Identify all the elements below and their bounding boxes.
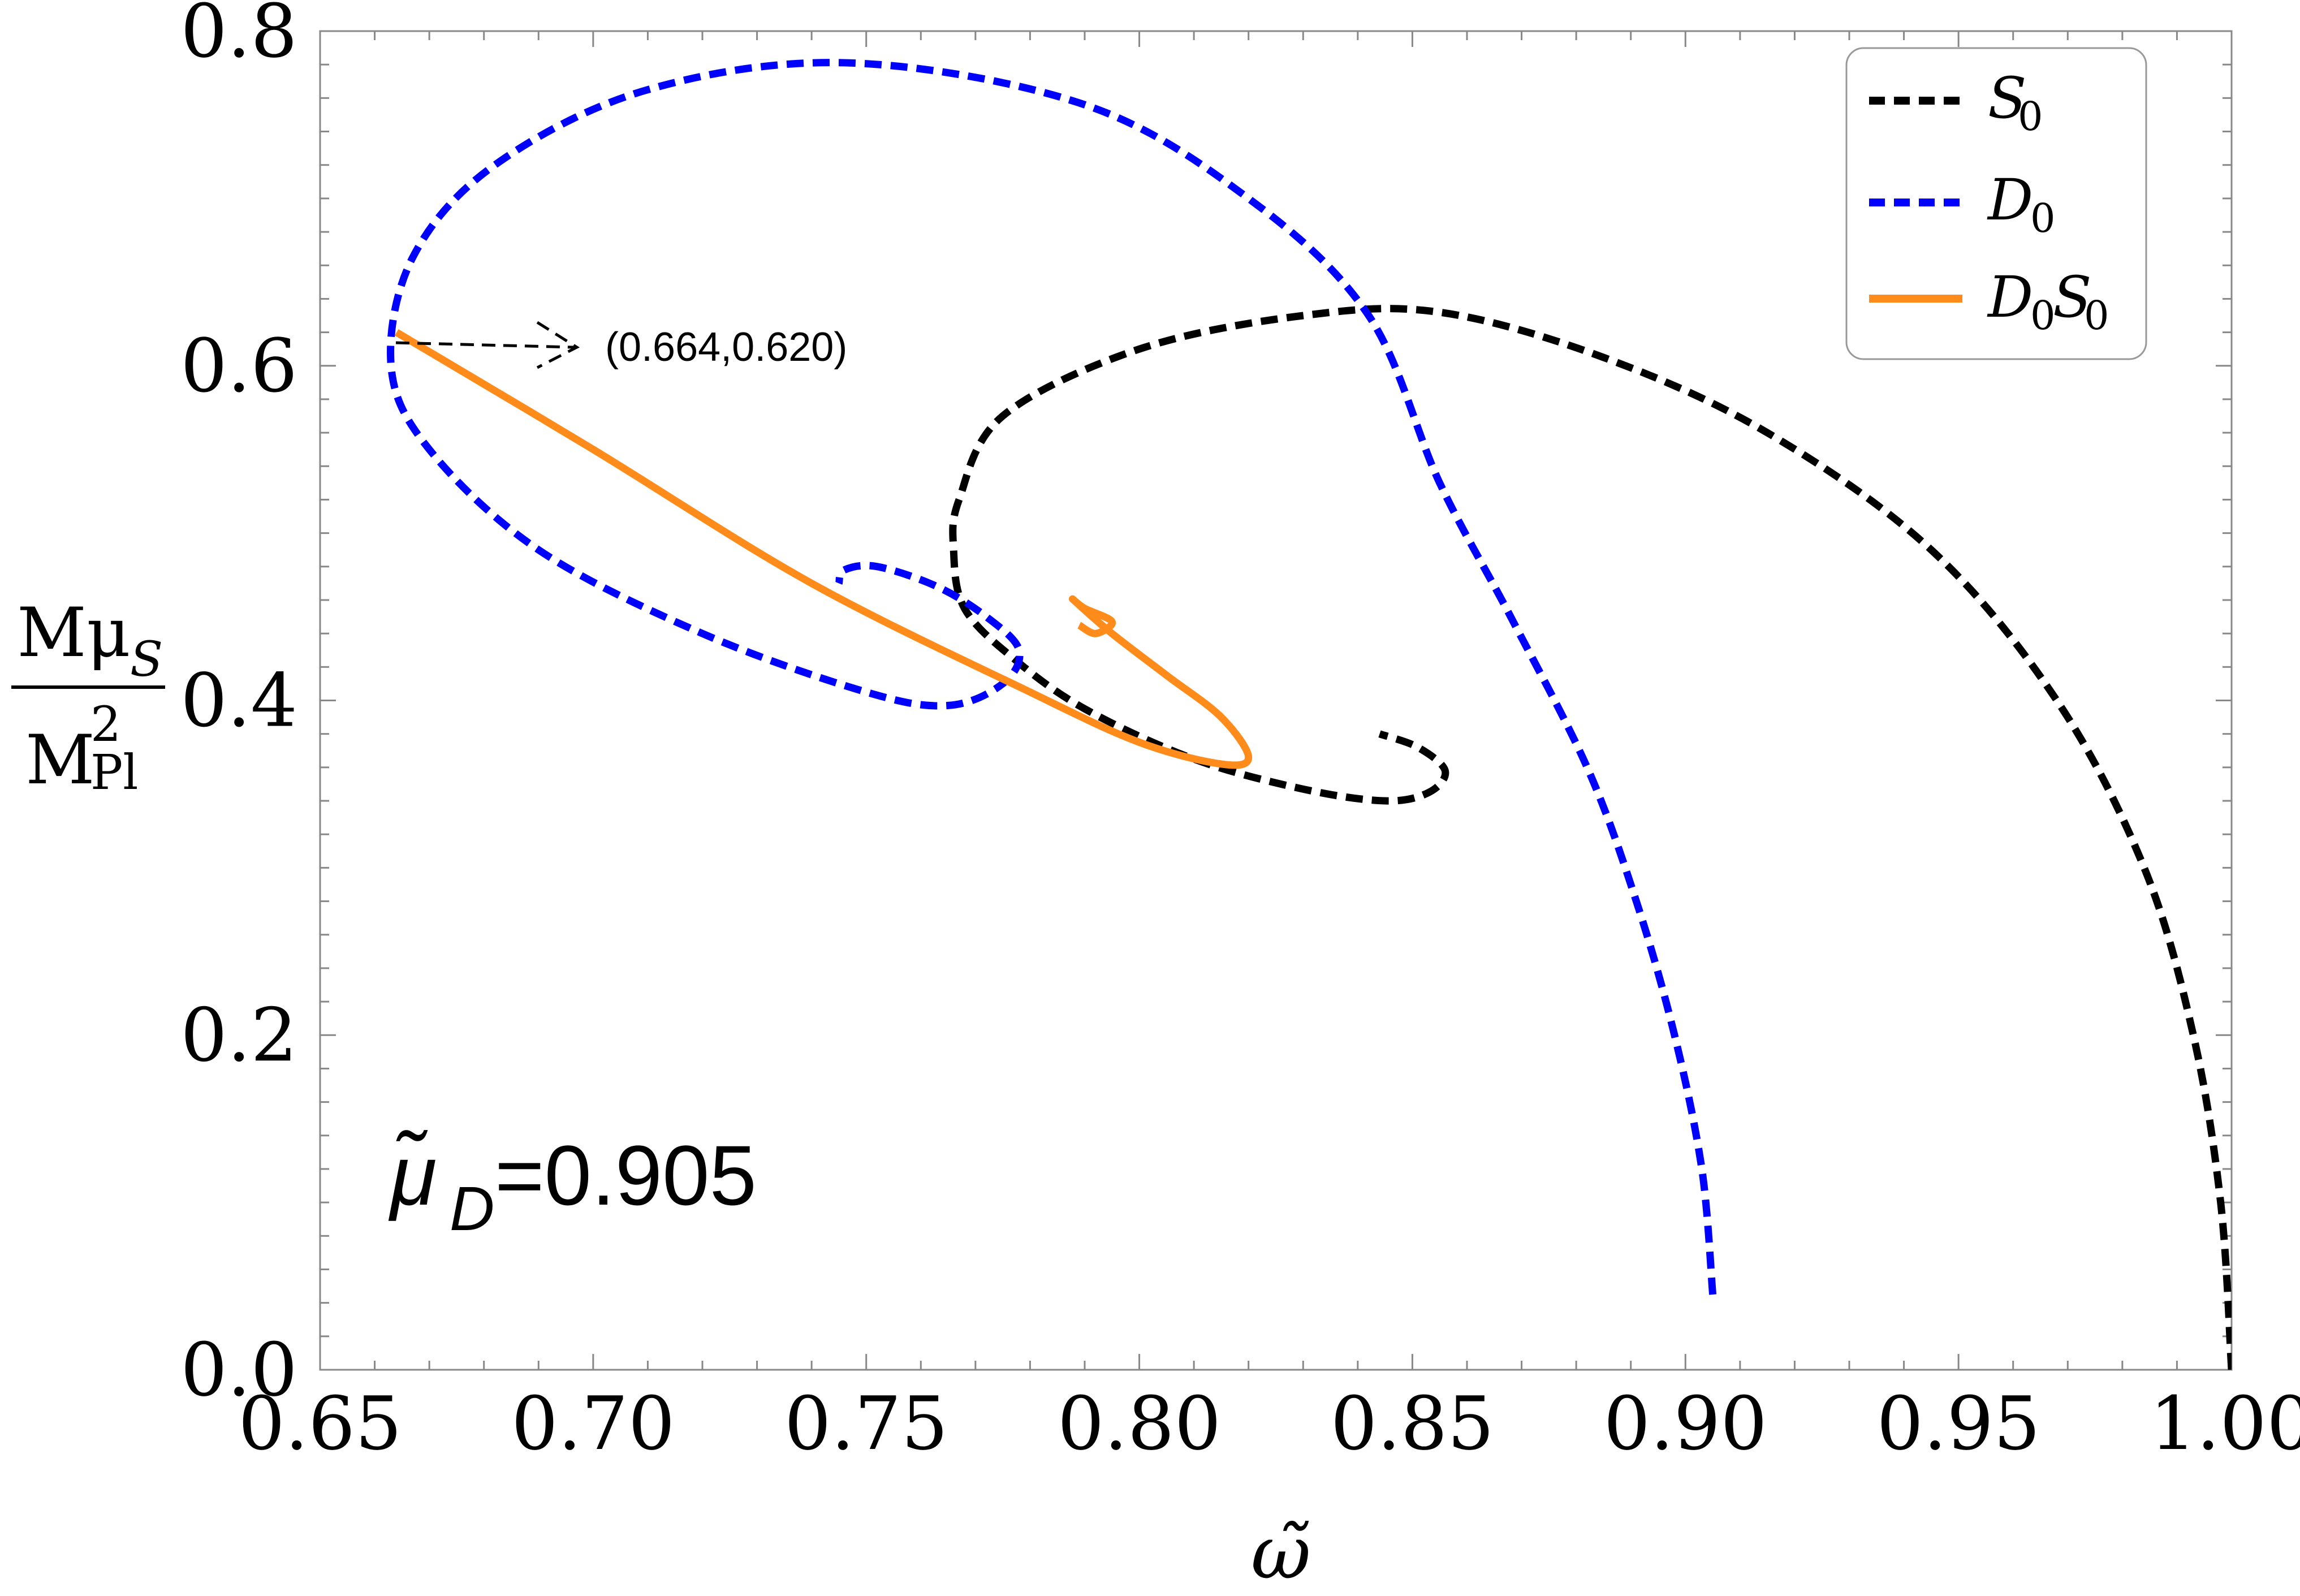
y-label-denominator: M: [25, 721, 95, 800]
legend-label-s0-sub: 0: [2018, 93, 2043, 140]
series-line-d0s0: [394, 329, 1253, 769]
x-tick-label: 1.00: [2150, 1381, 2300, 1466]
legend-label-d0s0: D: [1987, 264, 2033, 330]
legend-box: [1845, 47, 2147, 360]
y-tick-label: 0.4: [180, 658, 297, 744]
x-tick-label: 0.90: [1604, 1381, 1767, 1466]
y-label-denominator-sup: 2: [90, 697, 121, 753]
svg-text:ω̃: ω̃: [1251, 1509, 1311, 1593]
legend-label-d0s0-tail-sub: 0: [2084, 292, 2109, 339]
tick-labels: 0.65 0.70 0.75 0.80 0.85 0.90 0.95 1.000.00.20.…: [180, 0, 2300, 1466]
annotation-label: (0.664,0.620): [605, 325, 847, 370]
parameter-value: =0.905: [495, 1128, 757, 1223]
x-tick-label: 0.65: [238, 1381, 402, 1466]
legend-entry-s0: S 0: [1869, 65, 2043, 140]
parameter-symbol: μ̃: [388, 1128, 437, 1223]
series-line-s0: [949, 305, 2232, 1370]
y-tick-label: 0.0: [180, 1327, 297, 1413]
x-tick-label: 0.95: [1876, 1381, 2040, 1466]
y-tick-label: 0.6: [180, 323, 297, 409]
legend-label-d0-sub: 0: [2030, 195, 2056, 241]
legend-entry-d0s0: D 0 S 0: [1869, 264, 2109, 339]
legend: S 0 D 0 D 0 S 0: [1845, 47, 2147, 360]
legend-label-d0s0-tail: S: [2053, 264, 2092, 330]
legend-entry-d0: D 0: [1869, 167, 2056, 241]
annotation-arrow-head: [536, 321, 580, 369]
series-line-d0: [387, 59, 1717, 1295]
legend-label-d0s0-sub: 0: [2030, 292, 2056, 339]
x-axis-label: ω̃: [1251, 1509, 1311, 1595]
y-tick-label: 0.2: [180, 992, 297, 1078]
y-label-numerator-sub: S: [130, 632, 163, 688]
x-tick-label: 0.75: [784, 1381, 948, 1466]
y-axis-label: Mμ S M 2 Pl: [11, 594, 165, 801]
annotation-arrow-shaft: [395, 341, 575, 349]
series-layer: [387, 59, 2232, 1370]
y-label-numerator: Mμ: [17, 594, 131, 672]
parameter-subscript: D: [450, 1174, 494, 1244]
y-tick-label: 0.8: [180, 0, 297, 74]
x-tick-label: 0.85: [1331, 1381, 1494, 1466]
x-tick-label: 0.70: [511, 1381, 675, 1466]
y-label-denominator-sub: Pl: [90, 745, 138, 801]
x-tick-label: 0.80: [1058, 1381, 1221, 1466]
parameter-label: μ̃ D =0.905: [388, 1128, 757, 1244]
legend-label-d0: D: [1987, 167, 2033, 233]
legend-label-s0: S: [1988, 65, 2027, 131]
